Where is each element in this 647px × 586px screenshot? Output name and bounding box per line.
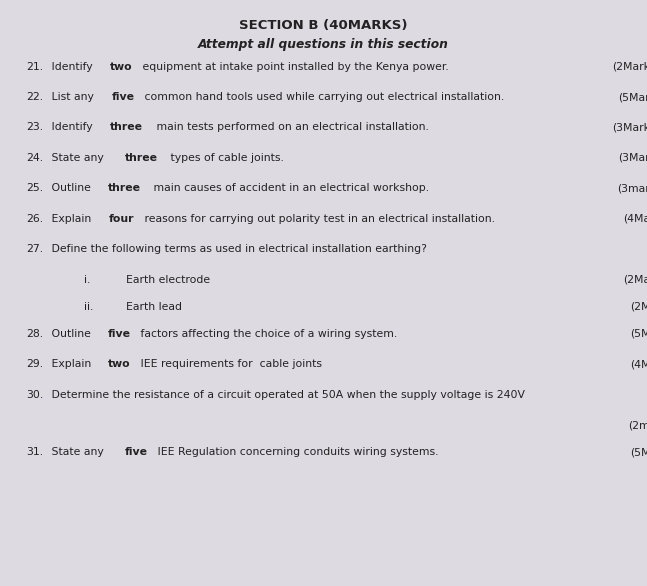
Text: (4M: (4M [630,359,647,369]
Text: IEE requirements for  cable joints: IEE requirements for cable joints [138,359,322,369]
Text: Outline: Outline [48,329,94,339]
Text: Earth lead: Earth lead [126,302,182,312]
Text: Identify: Identify [48,62,96,71]
Text: (3mar: (3mar [617,183,647,193]
Text: (4Ma: (4Ma [623,214,647,224]
Text: (5M: (5M [630,329,647,339]
Text: four: four [108,214,134,224]
Text: Define the following terms as used in electrical installation earthing?: Define the following terms as used in el… [48,244,427,254]
Text: factors affecting the choice of a wiring system.: factors affecting the choice of a wiring… [138,329,398,339]
Text: Explain: Explain [48,214,94,224]
Text: (2Mark: (2Mark [612,62,647,71]
Text: (2Ma: (2Ma [623,275,647,285]
Text: SECTION B (40MARKS): SECTION B (40MARKS) [239,19,408,32]
Text: equipment at intake point installed by the Kenya power.: equipment at intake point installed by t… [139,62,449,71]
Text: 21.: 21. [26,62,43,71]
Text: State any: State any [48,153,107,163]
Text: 27.: 27. [26,244,43,254]
Text: Identify: Identify [48,122,96,132]
Text: Determine the resistance of a circuit operated at 50A when the supply voltage is: Determine the resistance of a circuit op… [48,390,525,400]
Text: (2m: (2m [629,420,647,430]
Text: common hand tools used while carrying out electrical installation.: common hand tools used while carrying ou… [141,92,505,102]
Text: reasons for carrying out polarity test in an electrical installation.: reasons for carrying out polarity test i… [141,214,495,224]
Text: 24.: 24. [26,153,43,163]
Text: five: five [108,329,131,339]
Text: three: three [110,122,143,132]
Text: (5Mar: (5Mar [619,92,647,102]
Text: Outline: Outline [48,183,94,193]
Text: Earth electrode: Earth electrode [126,275,210,285]
Text: types of cable joints.: types of cable joints. [167,153,284,163]
Text: 31.: 31. [26,447,43,457]
Text: 23.: 23. [26,122,43,132]
Text: i.: i. [84,275,91,285]
Text: Explain: Explain [48,359,94,369]
Text: State any: State any [48,447,107,457]
Text: IEE Regulation concerning conduits wiring systems.: IEE Regulation concerning conduits wirin… [154,447,439,457]
Text: ii.: ii. [84,302,93,312]
Text: List any: List any [48,92,97,102]
Text: five: five [112,92,135,102]
Text: (3Mar: (3Mar [619,153,647,163]
Text: two: two [108,359,131,369]
Text: 30.: 30. [26,390,43,400]
Text: three: three [124,153,157,163]
Text: five: five [124,447,148,457]
Text: 29.: 29. [26,359,43,369]
Text: (3Mark: (3Mark [612,122,647,132]
Text: (5M: (5M [630,447,647,457]
Text: 22.: 22. [26,92,43,102]
Text: main tests performed on an electrical installation.: main tests performed on an electrical in… [153,122,428,132]
Text: three: three [108,183,141,193]
Text: (2M: (2M [630,302,647,312]
Text: Attempt all questions in this section: Attempt all questions in this section [198,38,449,51]
Text: 28.: 28. [26,329,43,339]
Text: two: two [110,62,133,71]
Text: 26.: 26. [26,214,43,224]
Text: main causes of accident in an electrical workshop.: main causes of accident in an electrical… [150,183,430,193]
Text: 25.: 25. [26,183,43,193]
